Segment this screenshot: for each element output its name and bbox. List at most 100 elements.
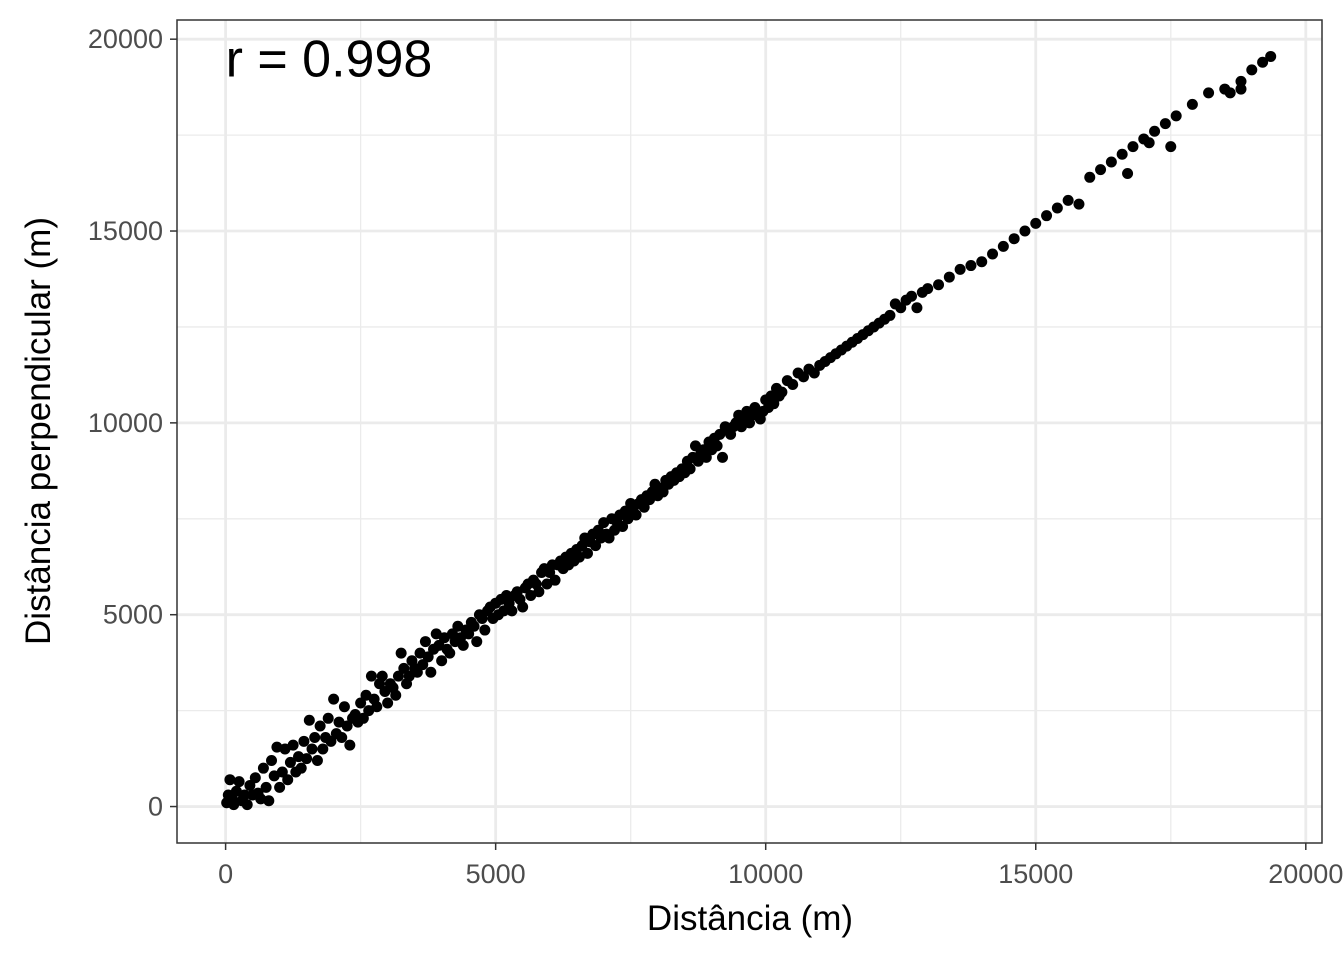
x-axis-title: Distância (m) — [647, 899, 853, 938]
grid-lines — [177, 20, 1322, 843]
data-point — [808, 367, 820, 379]
data-point — [282, 774, 294, 786]
data-point — [1105, 156, 1117, 168]
x-tick-label: 20000 — [1268, 859, 1343, 889]
data-point — [344, 739, 356, 751]
data-point — [1235, 75, 1247, 87]
data-point — [1122, 167, 1134, 179]
x-axis-ticks: 0 5000 10000 15000 20000 — [218, 843, 1343, 889]
data-point — [390, 689, 402, 701]
data-point — [355, 697, 367, 709]
data-point — [997, 240, 1009, 252]
data-point — [476, 613, 488, 625]
data-point — [266, 755, 278, 767]
data-point — [1186, 98, 1198, 110]
data-point — [241, 799, 253, 811]
data-point — [1165, 141, 1177, 153]
data-point — [325, 735, 337, 747]
y-tick-label: 0 — [148, 792, 163, 822]
data-point — [1030, 217, 1042, 229]
x-tick-label: 0 — [218, 859, 233, 889]
data-points — [221, 50, 1277, 811]
data-point — [417, 659, 429, 671]
data-point — [328, 693, 340, 705]
plot-panel-border — [176, 19, 1323, 844]
data-point — [233, 776, 245, 788]
data-point — [306, 743, 318, 755]
data-point — [411, 666, 423, 678]
data-point — [506, 605, 518, 617]
data-point — [260, 781, 272, 793]
data-point — [1019, 225, 1031, 237]
data-point — [382, 697, 394, 709]
data-point — [630, 509, 642, 521]
data-point — [311, 755, 323, 767]
data-point — [716, 451, 728, 463]
data-point — [965, 260, 977, 272]
y-tick-label: 20000 — [88, 24, 163, 54]
data-point — [976, 256, 988, 268]
y-tick-label: 10000 — [88, 408, 163, 438]
data-point — [533, 586, 545, 598]
data-point — [425, 666, 437, 678]
data-point — [1170, 110, 1182, 122]
data-point — [463, 628, 475, 640]
data-point — [1149, 125, 1161, 137]
data-point — [471, 636, 483, 648]
data-point — [419, 636, 431, 648]
data-point — [1062, 194, 1074, 206]
data-point — [257, 762, 269, 774]
x-tick-label: 10000 — [728, 859, 803, 889]
data-point — [365, 670, 377, 682]
data-point — [1159, 118, 1171, 130]
data-point — [1127, 141, 1139, 153]
data-point — [768, 398, 780, 410]
data-point — [317, 743, 329, 755]
data-point — [301, 753, 313, 765]
data-point — [684, 463, 696, 475]
data-point — [1095, 164, 1107, 176]
data-point — [657, 486, 669, 498]
data-point — [933, 279, 945, 291]
data-point — [987, 248, 999, 260]
data-point — [287, 739, 299, 751]
data-point — [581, 547, 593, 559]
x-tick-label: 5000 — [466, 859, 526, 889]
data-point — [239, 789, 251, 801]
data-point — [798, 371, 810, 383]
data-point — [436, 655, 448, 667]
data-point — [263, 795, 275, 807]
y-axis-title: Distância perpendicular (m) — [19, 217, 58, 645]
data-point — [787, 378, 799, 390]
data-point — [392, 670, 404, 682]
data-point — [376, 670, 388, 682]
correlation-annotation: r = 0.998 — [226, 30, 433, 88]
data-point — [244, 779, 256, 791]
data-point — [274, 781, 286, 793]
data-point — [398, 662, 410, 674]
data-point — [422, 651, 434, 663]
data-point — [1051, 202, 1063, 214]
data-point — [943, 271, 955, 283]
data-point — [906, 290, 918, 302]
data-point — [1265, 50, 1277, 62]
data-point — [224, 774, 236, 786]
data-point — [517, 601, 529, 613]
data-point — [314, 720, 326, 732]
data-point — [1235, 83, 1247, 95]
data-point — [700, 451, 712, 463]
data-point — [322, 712, 334, 724]
data-point — [549, 574, 561, 586]
data-point — [1203, 87, 1215, 99]
data-point — [295, 762, 307, 774]
data-point — [1041, 210, 1053, 222]
data-point — [1084, 171, 1096, 183]
y-tick-label: 15000 — [88, 216, 163, 246]
data-point — [338, 701, 350, 713]
data-point — [303, 714, 315, 726]
data-point — [603, 532, 615, 544]
data-point — [776, 386, 788, 398]
data-point — [371, 701, 383, 713]
x-tick-label: 15000 — [998, 859, 1073, 889]
